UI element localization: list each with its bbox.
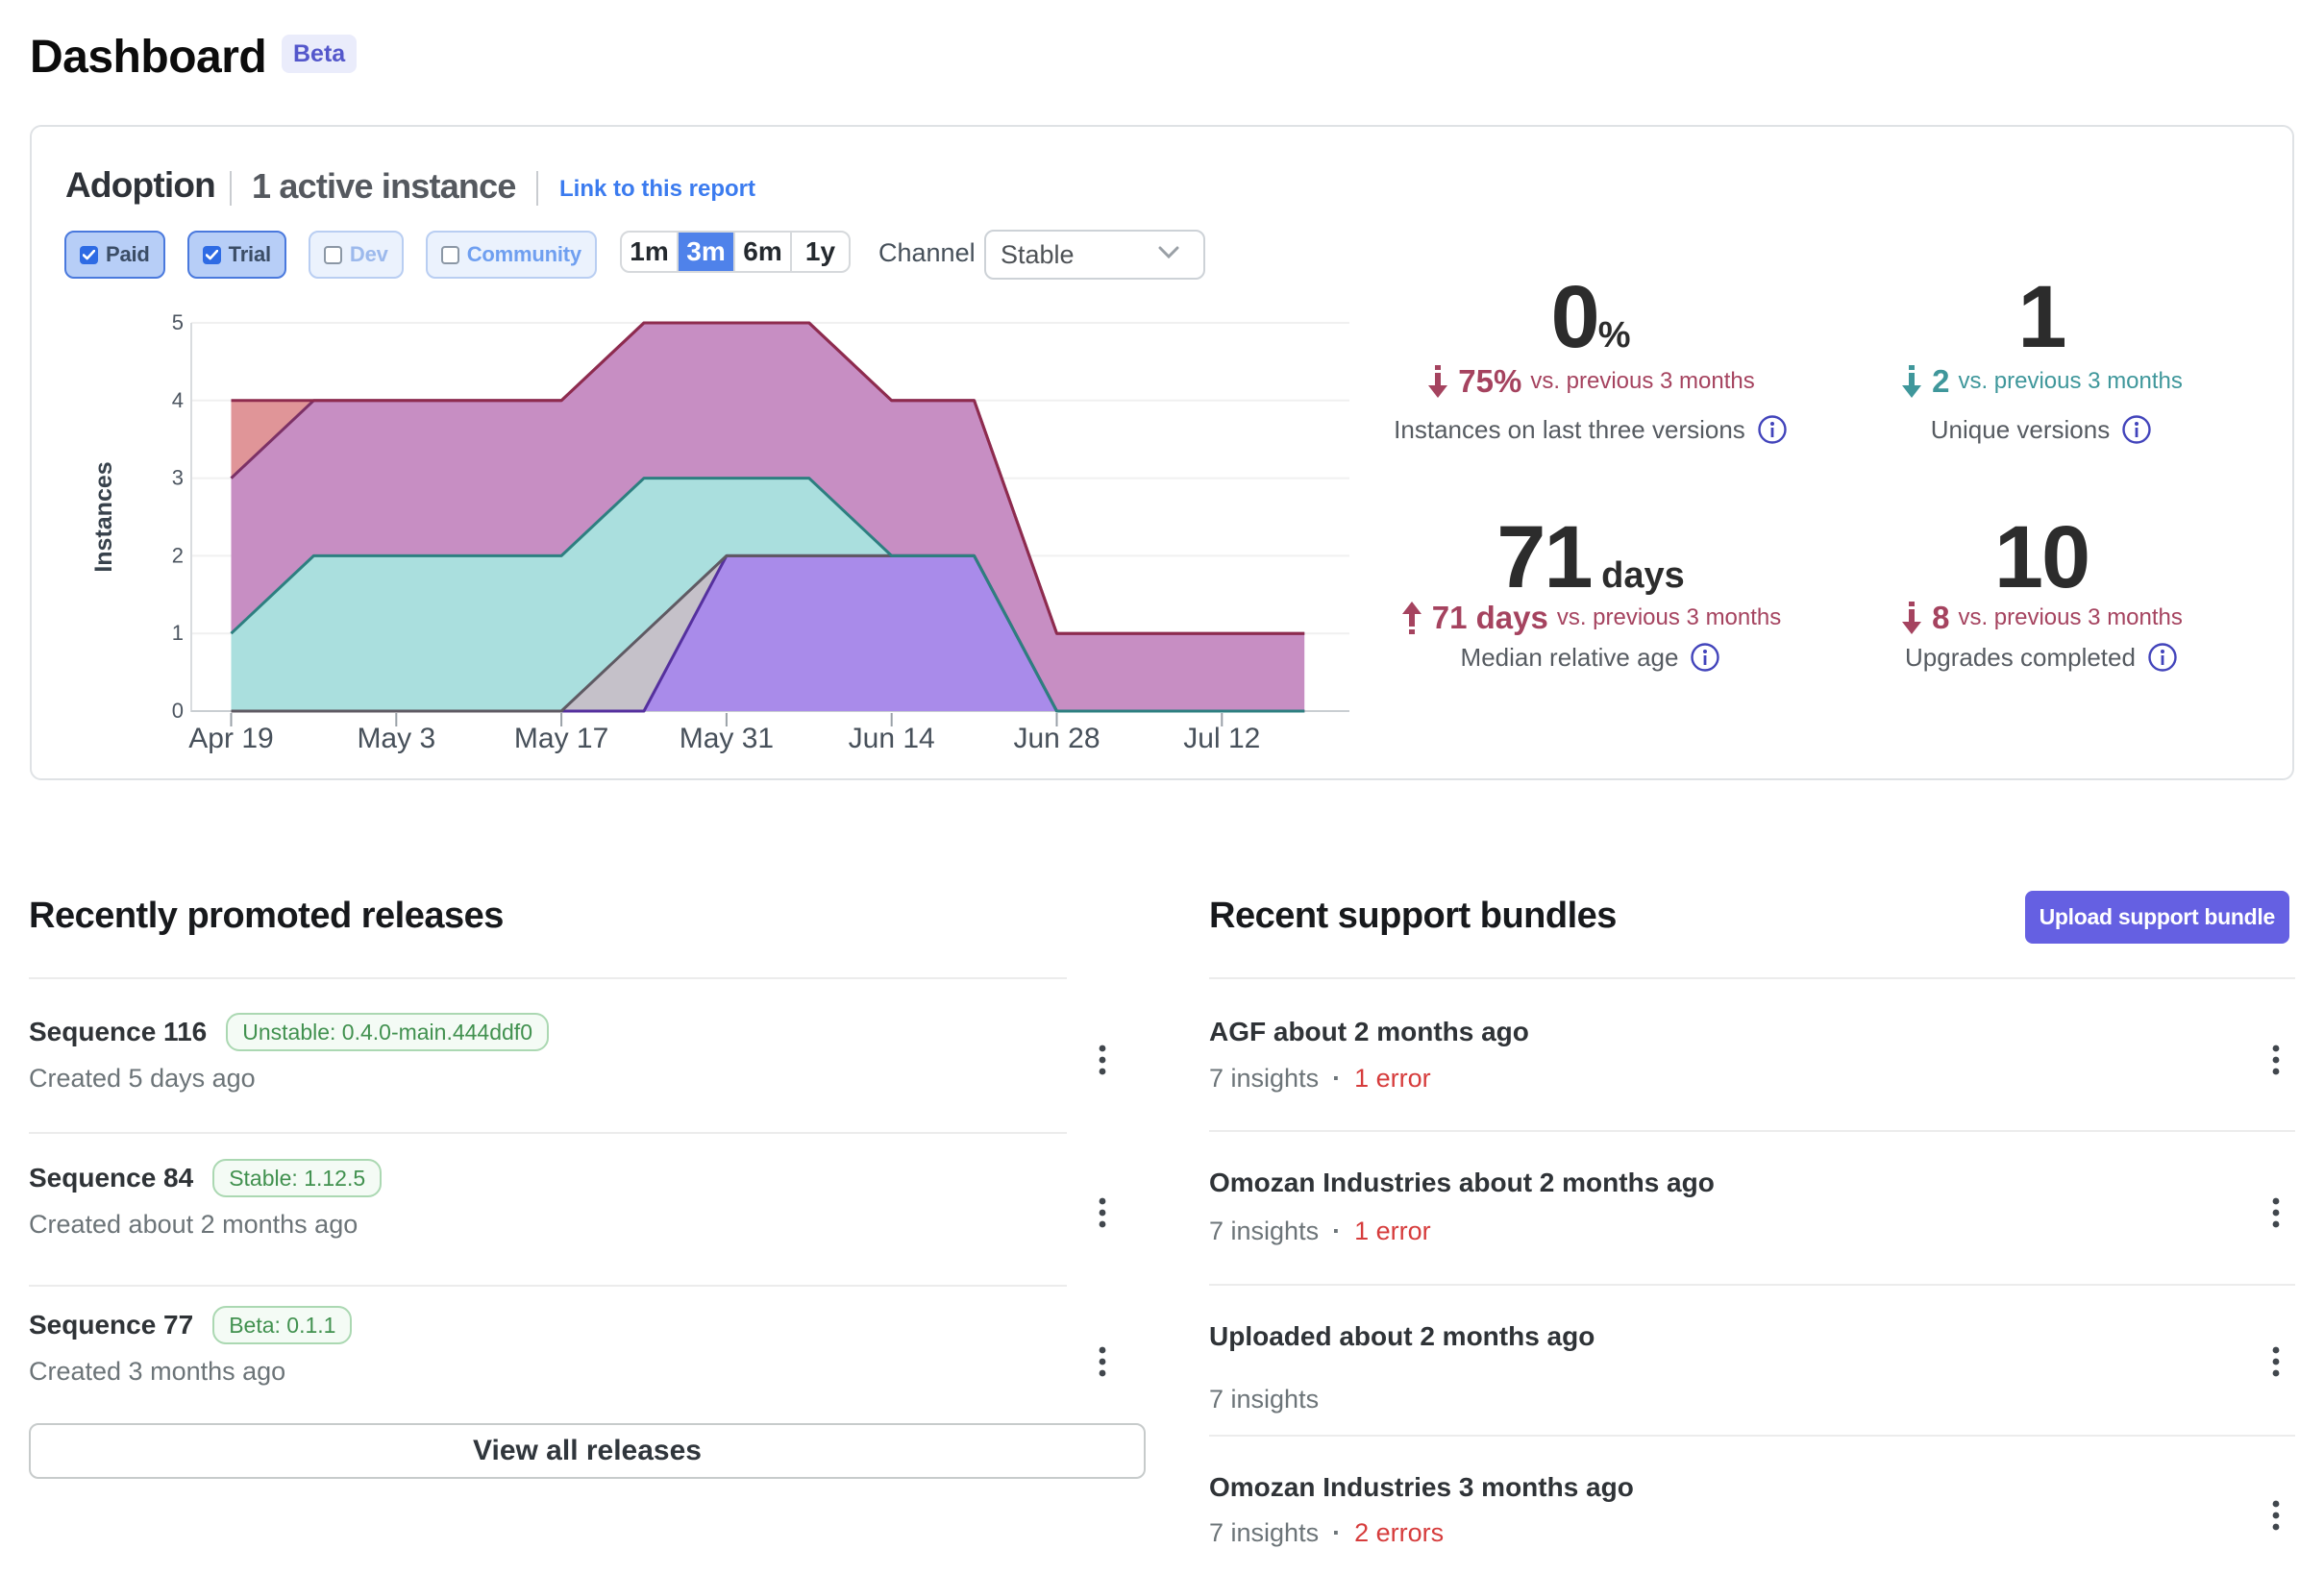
svg-text:Jun 14: Jun 14	[849, 723, 935, 754]
svg-text:Jun 28: Jun 28	[1013, 723, 1100, 754]
svg-text:3: 3	[172, 466, 184, 490]
svg-text:0: 0	[172, 699, 184, 723]
svg-text:2: 2	[172, 543, 184, 567]
svg-text:Jul 12: Jul 12	[1183, 723, 1260, 754]
svg-text:1: 1	[172, 621, 184, 645]
svg-text:May 17: May 17	[514, 723, 608, 754]
svg-text:Apr 19: Apr 19	[188, 723, 273, 754]
svg-text:Instances: Instances	[90, 461, 117, 572]
svg-text:May 3: May 3	[357, 723, 435, 754]
svg-text:5: 5	[172, 310, 184, 334]
svg-text:May 31: May 31	[680, 723, 774, 754]
svg-text:4: 4	[172, 388, 184, 412]
